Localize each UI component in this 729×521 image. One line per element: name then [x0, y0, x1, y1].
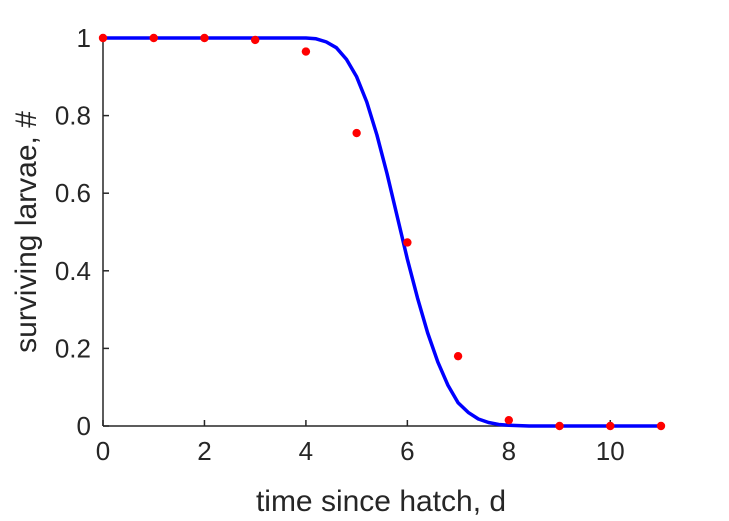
y-tick-label: 0	[77, 411, 91, 441]
x-axis-title: time since hatch, d	[256, 485, 506, 518]
y-tick-label: 0.2	[55, 333, 91, 363]
y-tick-label: 0.8	[55, 101, 91, 131]
data-point	[453, 351, 463, 361]
data-point	[504, 415, 514, 425]
data-point	[352, 128, 361, 138]
y-tick-label: 1	[77, 23, 91, 53]
data-point	[149, 33, 158, 43]
y-tick-label: 0.6	[55, 178, 91, 208]
x-tick-label: 0	[96, 436, 110, 466]
x-tick-label: 4	[299, 436, 313, 466]
y-axis: 0 0.2 0.4 0.6 0.8 1	[55, 23, 109, 441]
x-tick-label: 8	[502, 436, 516, 466]
data-point	[301, 47, 311, 56]
data-point	[555, 421, 564, 431]
y-axis-title: surviving larvae, #	[10, 111, 43, 353]
data-point	[98, 33, 108, 43]
x-axis: 0 2 4 6 8 10	[96, 420, 661, 466]
x-tick-label: 2	[197, 436, 211, 466]
data-point	[403, 238, 412, 247]
data-point	[200, 33, 209, 43]
x-tick-label: 6	[400, 436, 414, 466]
data-point	[250, 35, 260, 45]
fit-curve-line	[101, 36, 663, 428]
data-point	[606, 421, 615, 431]
series-layer	[98, 33, 666, 431]
x-tick-label: 10	[596, 436, 625, 466]
y-tick-label: 0.4	[55, 256, 91, 286]
data-point	[656, 421, 666, 431]
